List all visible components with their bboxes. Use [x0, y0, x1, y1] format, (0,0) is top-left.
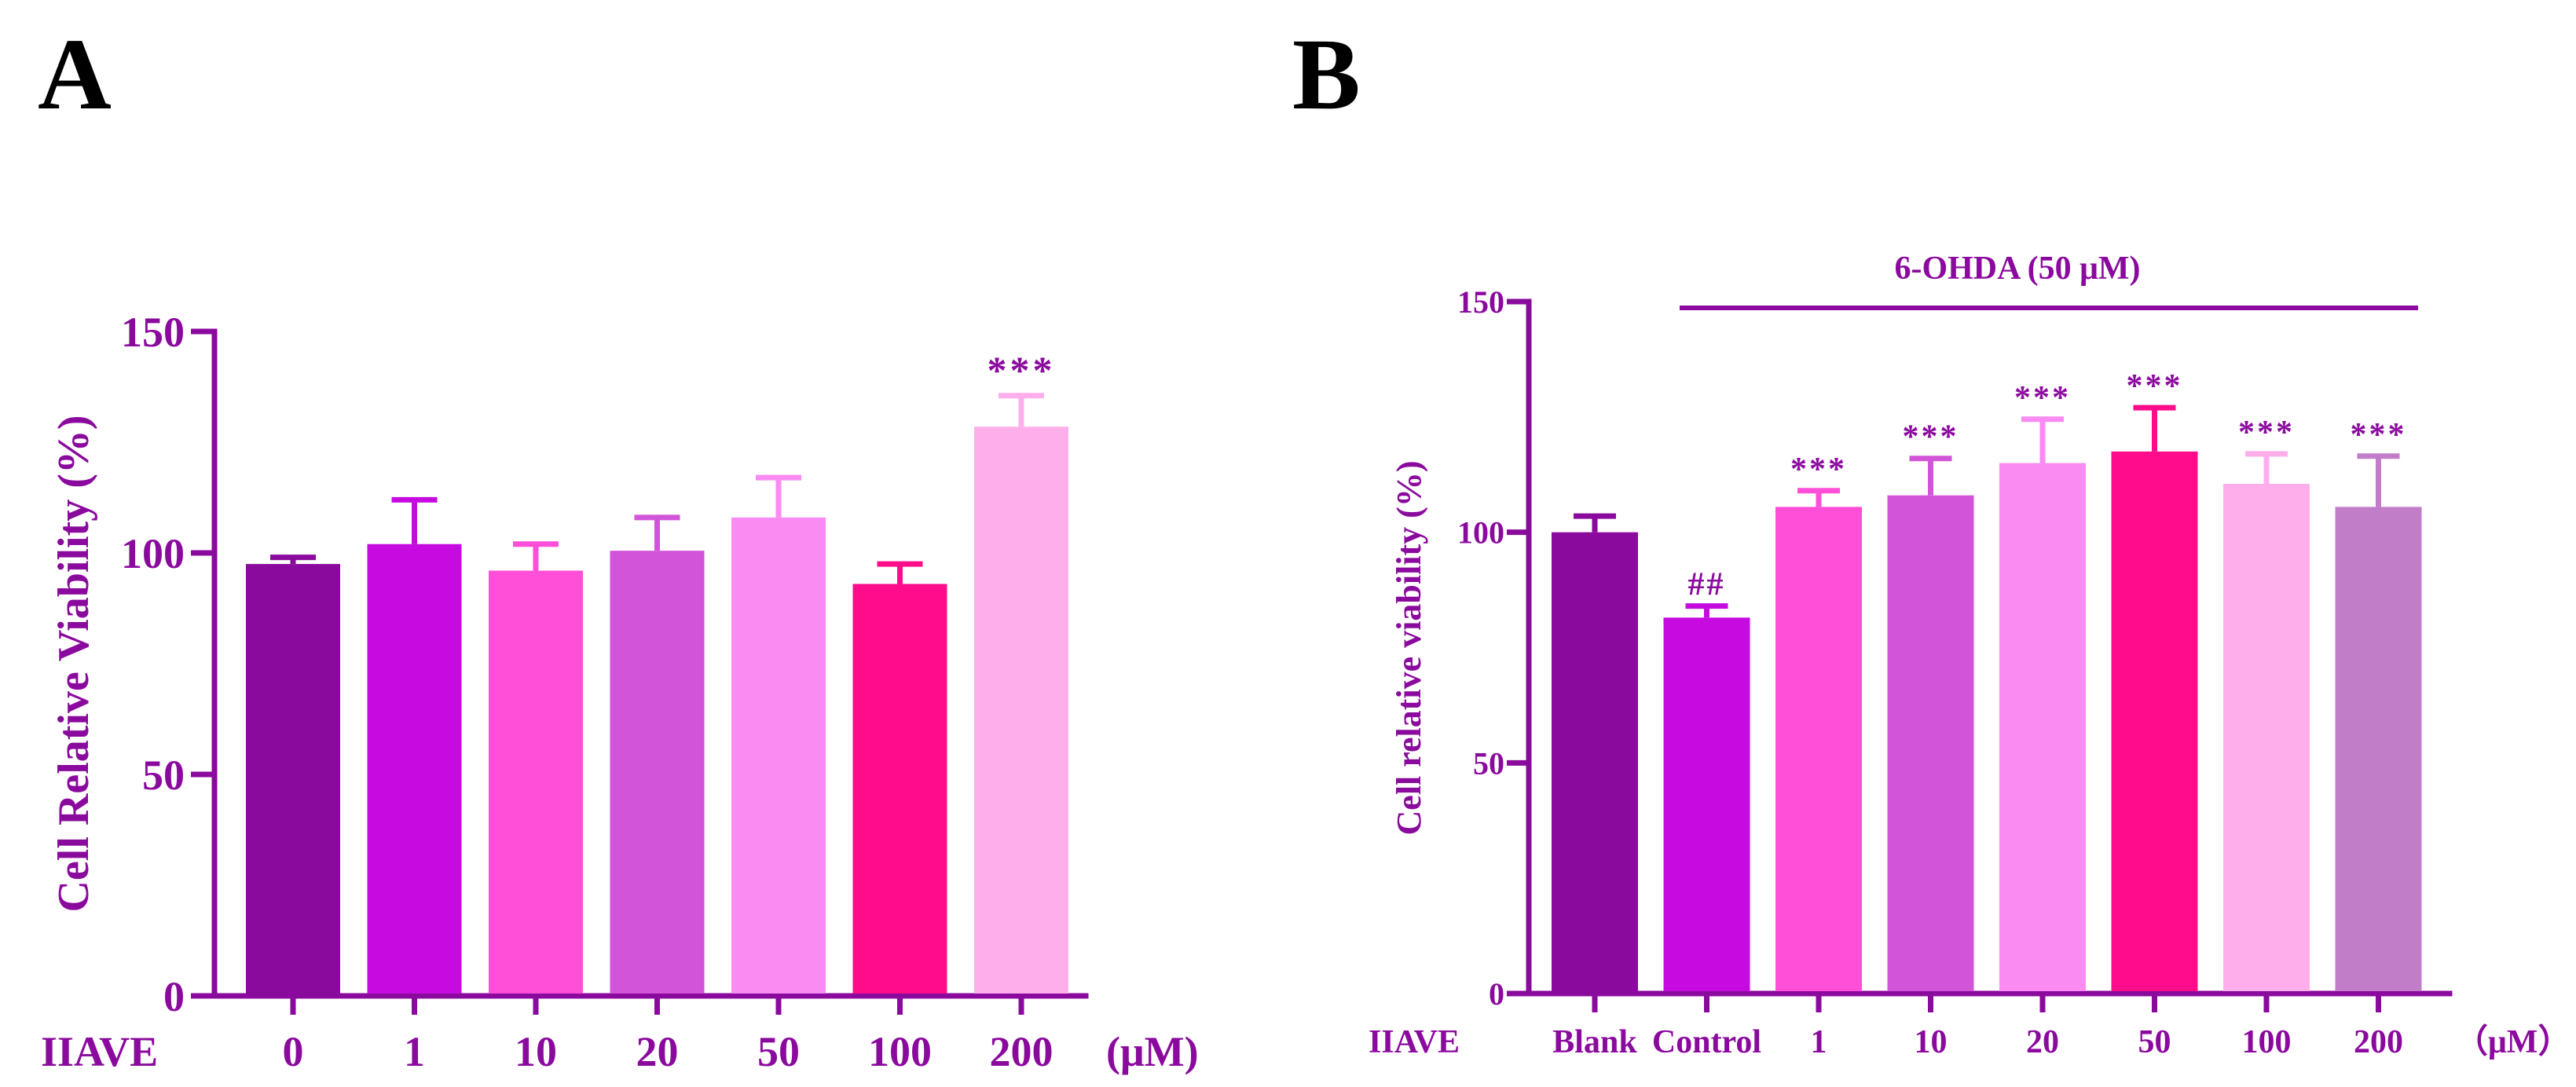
panel-b-significance-marker: *** [1790, 452, 1847, 488]
panel-a-bar [974, 426, 1068, 994]
panel-a-category-label: 200 [990, 1028, 1053, 1075]
panel-a-unit-label: (μM) [1106, 1028, 1199, 1075]
panel-a-bar [610, 551, 705, 994]
panel-b-bar [2223, 483, 2310, 991]
panel-letter-b: B [1292, 18, 1361, 131]
panel-b-category-label: 1 [1811, 1024, 1827, 1060]
panel-b-significance-marker: *** [1903, 419, 1959, 456]
panel-b-y-tick-label: 100 [1457, 515, 1504, 551]
panel-a-bar [731, 517, 826, 994]
panel-a-category-label: 10 [515, 1028, 557, 1075]
panel-a-bar [852, 584, 947, 994]
panel-b-significance-marker: *** [2351, 417, 2407, 453]
panel-b-y-tick-label: 0 [1489, 976, 1504, 1012]
panel-b-bar [1775, 507, 1862, 991]
panel-b-significance-marker: ## [1688, 567, 1726, 603]
panel-a-bar [246, 564, 340, 994]
panel-b-significance-marker: *** [2238, 415, 2295, 451]
panel-a-category-label: 50 [757, 1028, 800, 1075]
panel-b-category-label: 20 [2026, 1024, 2059, 1060]
panel-b-bar [2335, 507, 2422, 991]
panel-b-bar [2111, 451, 2198, 991]
panel-b-category-label: Control [1652, 1024, 1761, 1060]
panel-a-bar [489, 570, 583, 994]
panel-b-significance-marker: *** [2014, 380, 2071, 416]
panel-b-y-axis-title: Cell relative viability (%) [1390, 461, 1428, 836]
panel-a-category-label: 1 [404, 1028, 425, 1075]
panel-a-chart: Cell Relative Viability (%) IIAVE (μM) 0… [41, 309, 1199, 1075]
panel-b-bar [1663, 617, 1750, 991]
panel-b-significance-marker: *** [2127, 368, 2183, 404]
panel-a-category-label: 100 [868, 1028, 932, 1075]
panel-a-significance-marker: *** [988, 348, 1056, 392]
panel-a-y-tick-label: 100 [121, 530, 185, 577]
panel-a-y-tick-label: 0 [163, 973, 185, 1020]
panel-b-category-label: Blank [1552, 1024, 1637, 1060]
panel-b-treatment-label: 6-OHDA (50 μM) [1894, 251, 2140, 287]
panel-b-unit-label: （μM） [2455, 1023, 2571, 1060]
panel-b-bar [1887, 495, 1974, 991]
panel-b-category-label: 10 [1915, 1024, 1948, 1060]
panel-a-x-prefix-label: IIAVE [41, 1028, 158, 1075]
panel-b-bar [1999, 463, 2086, 991]
panel-a-bar [367, 544, 462, 994]
panel-a-y-tick-label: 150 [121, 309, 185, 356]
panel-letter-a: A [38, 18, 112, 131]
panel-a-category-label: 0 [283, 1028, 304, 1075]
panel-b-bar [1552, 532, 1638, 991]
panel-b-y-tick-label: 50 [1473, 745, 1504, 781]
panel-a-category-label: 20 [636, 1028, 679, 1075]
panel-b-category-label: 100 [2242, 1024, 2292, 1060]
panel-b-category-label: 200 [2354, 1024, 2403, 1060]
panel-a-y-axis-title: Cell Relative Viability (%) [49, 415, 98, 912]
panel-b-x-prefix-label: IIAVE [1369, 1024, 1460, 1060]
panel-b-y-tick-label: 150 [1457, 284, 1504, 320]
panel-b-category-label: 50 [2138, 1024, 2171, 1060]
panel-b-chart: 6-OHDA (50 μM) Cell relative viability (… [1369, 251, 2571, 1060]
panel-a-y-tick-label: 50 [142, 752, 185, 799]
